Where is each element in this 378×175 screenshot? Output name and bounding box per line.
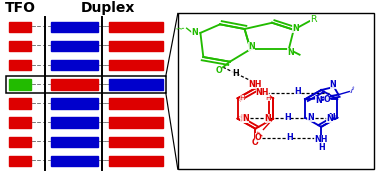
Bar (109, 41, 163, 51)
Text: O: O (216, 66, 222, 75)
Text: NH: NH (256, 88, 269, 97)
Text: H: H (266, 94, 271, 101)
Text: ⌇: ⌇ (256, 129, 265, 138)
Text: H: H (287, 133, 293, 142)
Text: N: N (265, 114, 271, 123)
Text: TFO: TFO (5, 1, 36, 15)
Bar (51, 98, 98, 109)
Text: N: N (242, 114, 249, 123)
Text: N: N (326, 114, 333, 123)
Text: N: N (248, 42, 255, 51)
Text: N: N (240, 114, 247, 123)
Text: O: O (324, 95, 330, 104)
Text: N: N (191, 28, 198, 37)
Bar (109, 117, 163, 128)
Text: N: N (287, 48, 294, 57)
Text: H: H (232, 68, 239, 78)
Bar (9, 117, 31, 128)
Bar (109, 136, 163, 147)
Text: O: O (252, 138, 259, 147)
Text: H: H (240, 94, 245, 101)
Bar (9, 22, 31, 32)
Text: NH: NH (314, 135, 328, 144)
Bar (9, 156, 31, 166)
Text: NH: NH (249, 80, 262, 89)
Text: H: H (284, 113, 291, 122)
Bar (6, 76, 166, 93)
Bar (178, 13, 374, 169)
Bar (109, 22, 163, 32)
Text: R: R (310, 15, 317, 24)
Bar (9, 136, 31, 147)
Bar (9, 79, 31, 90)
Bar (51, 117, 98, 128)
Text: N: N (307, 113, 314, 122)
Bar (109, 60, 163, 70)
Text: O: O (254, 133, 261, 142)
Bar (51, 22, 98, 32)
Text: ⌇: ⌇ (176, 24, 186, 29)
Text: N: N (292, 24, 299, 33)
Bar (109, 98, 163, 109)
Text: H: H (318, 143, 325, 152)
Bar (51, 156, 98, 166)
Text: H: H (294, 87, 301, 96)
Text: ⌇: ⌇ (347, 86, 355, 96)
Bar (109, 79, 163, 90)
Bar (51, 41, 98, 51)
Text: N: N (330, 80, 336, 89)
Bar (9, 41, 31, 51)
Text: Duplex: Duplex (81, 1, 135, 15)
Bar (109, 156, 163, 166)
Bar (9, 98, 31, 109)
Text: N: N (328, 113, 335, 122)
Bar (51, 60, 98, 70)
Bar (51, 79, 98, 90)
Bar (9, 60, 31, 70)
Bar (51, 136, 98, 147)
Text: N: N (315, 96, 322, 104)
